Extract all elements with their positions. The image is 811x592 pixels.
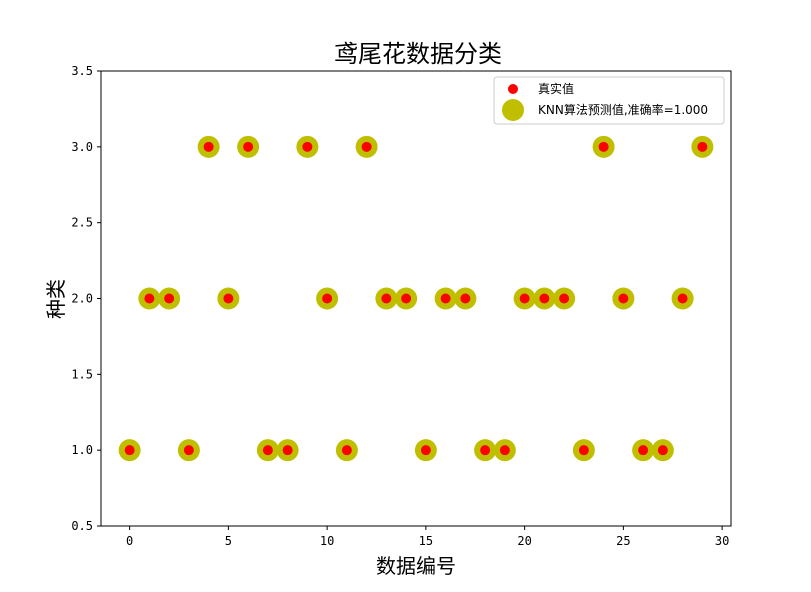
actual-point	[420, 445, 431, 456]
actual-point	[401, 293, 412, 304]
y-tick-label: 1.0	[71, 443, 93, 457]
y-axis: 0.5 1.0 1.5 2.0 2.5 3.0 3.5	[71, 64, 101, 533]
y-tick-label: 3.0	[71, 140, 93, 154]
predicted-series	[118, 135, 714, 462]
legend-predicted-marker	[502, 99, 524, 121]
x-tick-label: 5	[225, 534, 232, 548]
actual-point	[499, 445, 510, 456]
actual-point	[262, 445, 273, 456]
y-tick-label: 2.0	[71, 292, 93, 306]
actual-point	[440, 293, 451, 304]
actual-point	[183, 445, 194, 456]
legend-box	[493, 76, 725, 125]
y-tick-label: 0.5	[71, 519, 93, 533]
x-tick-label: 15	[419, 534, 433, 548]
actual-point	[203, 141, 214, 152]
x-tick-label: 30	[715, 534, 729, 548]
actual-point	[322, 293, 333, 304]
y-axis-label: 种类	[44, 279, 68, 319]
x-axis: 0 5 10 15 20 25 30	[126, 526, 729, 548]
x-tick-label: 20	[517, 534, 531, 548]
actual-point	[223, 293, 234, 304]
actual-point	[598, 141, 609, 152]
actual-point	[578, 445, 589, 456]
actual-point	[618, 293, 629, 304]
actual-point	[460, 293, 471, 304]
actual-point	[638, 445, 649, 456]
y-tick-label: 1.5	[71, 367, 93, 381]
actual-point	[144, 293, 155, 304]
y-tick-label: 2.5	[71, 216, 93, 230]
legend-actual-label: 真实值	[538, 81, 574, 96]
actual-point	[697, 141, 708, 152]
actual-point	[282, 445, 293, 456]
actual-point	[243, 141, 254, 152]
y-tick-label: 3.5	[71, 64, 93, 78]
actual-point	[164, 293, 175, 304]
legend: 真实值 KNN算法预测值,准确率=1.000	[493, 76, 725, 125]
actual-point	[559, 293, 570, 304]
actual-point	[361, 141, 372, 152]
actual-point	[381, 293, 392, 304]
legend-actual-marker	[508, 84, 518, 94]
actual-point	[302, 141, 313, 152]
x-axis-label: 数据编号	[376, 554, 456, 578]
actual-point	[519, 293, 530, 304]
chart-title: 鸢尾花数据分类	[334, 40, 502, 68]
actual-point	[539, 293, 550, 304]
actual-point	[657, 445, 668, 456]
x-tick-label: 25	[616, 534, 630, 548]
actual-point	[341, 445, 352, 456]
actual-point	[677, 293, 688, 304]
legend-predicted-label: KNN算法预测值,准确率=1.000	[538, 102, 708, 117]
actual-point	[480, 445, 491, 456]
actual-point	[124, 445, 135, 456]
x-tick-label: 10	[320, 534, 334, 548]
actual-series	[124, 141, 708, 456]
x-tick-label: 0	[126, 534, 133, 548]
